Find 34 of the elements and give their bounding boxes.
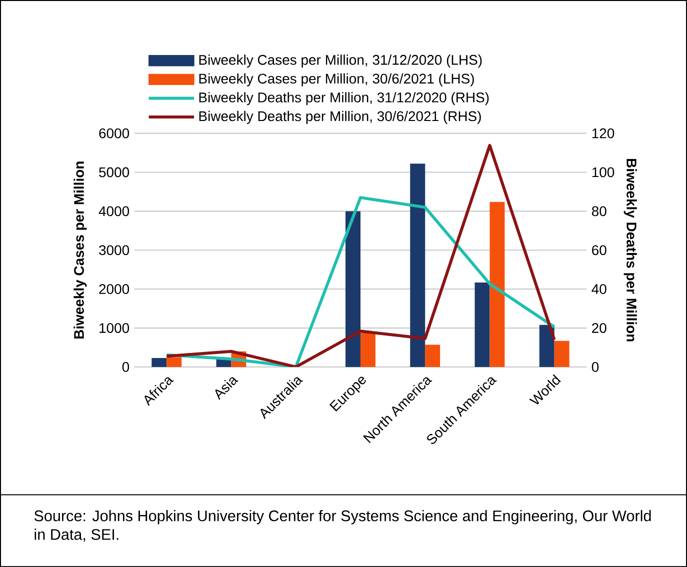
y2-tick-label: 40 <box>592 284 606 294</box>
y2-tick-label: 0 <box>592 362 599 372</box>
bar <box>554 340 570 367</box>
source-note: Source: Johns Hopkins University Center for Systems Science and Engineering, Our World in Data, SEI. <box>34 510 651 542</box>
y-tick-label: 1000 <box>100 323 130 333</box>
y-tick-label: 5000 <box>99 167 130 178</box>
x-tick-label: Asia <box>215 377 238 400</box>
y2-tick-label: 20 <box>592 323 606 333</box>
legend-label: Biweekly Deaths per Million, 31/12/2020 (RHS) <box>199 92 489 106</box>
y2-tick-label: 100 <box>592 167 614 178</box>
y-tick-label: 3000 <box>99 245 130 256</box>
y2-tick-label: 80 <box>592 206 606 216</box>
bar <box>474 282 490 367</box>
bar <box>166 357 182 367</box>
y2-tick-label: 60 <box>592 245 606 256</box>
y-tick-label: 6000 <box>99 128 130 138</box>
bar <box>410 164 426 367</box>
legend-label: Biweekly Cases per Million, 31/12/2020 (LHS) <box>199 54 482 68</box>
bar <box>425 344 440 367</box>
bar <box>152 358 167 367</box>
y2-axis-title: Biweekly Deaths per Million <box>624 158 637 342</box>
y2-tick-label: 120 <box>592 128 614 138</box>
bar <box>346 211 360 367</box>
legend-label: Biweekly Deaths per Million, 30/6/2021 (RHS) <box>199 110 481 124</box>
bar <box>490 202 505 367</box>
y-axis-title: Biweekly Cases per Million <box>74 162 87 338</box>
bar <box>539 324 554 367</box>
y-tick-label: 4000 <box>98 206 130 216</box>
y-tick-label: 0 <box>122 362 130 372</box>
line-series <box>165 144 556 367</box>
y-tick-label: 2000 <box>99 284 130 294</box>
line-series <box>165 196 556 367</box>
bar <box>360 332 376 367</box>
legend-label: Biweekly Cases per Million, 30/6/2021 (LHS) <box>199 73 474 86</box>
